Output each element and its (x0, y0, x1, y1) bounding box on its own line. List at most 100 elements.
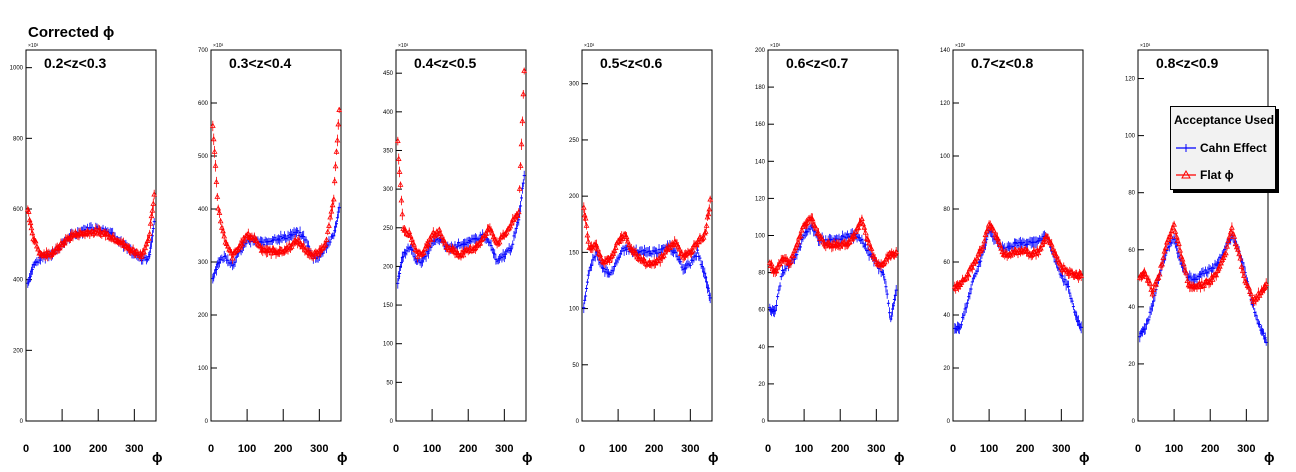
y-tick-label: 300 (569, 82, 580, 88)
data-point-marker (425, 242, 432, 248)
y-tick-label: 20 (758, 382, 765, 388)
data-point-marker (150, 200, 157, 206)
data-point-marker (397, 181, 404, 187)
data-point-marker (1162, 244, 1169, 250)
data-point-marker (324, 228, 331, 234)
x-tick-label: 300 (125, 443, 143, 455)
data-point-marker (1226, 233, 1233, 239)
data-point-marker (239, 241, 246, 247)
data-point-marker (146, 230, 153, 236)
y-tick-label: 20 (1128, 362, 1135, 368)
data-point-marker (1176, 240, 1182, 246)
data-point-marker (813, 225, 820, 231)
y-tick-label: 250 (569, 138, 580, 144)
y-tick-label: 250 (383, 226, 394, 232)
x-tick-label: 0 (23, 443, 29, 455)
y-tick-label: 160 (755, 122, 766, 128)
panel-title: 0.6<z<0.7 (786, 55, 848, 71)
y-tick-label: 200 (755, 48, 766, 54)
x-axis-label: ϕ (337, 449, 348, 465)
data-point-marker (787, 258, 794, 264)
data-point-marker (220, 228, 226, 234)
data-point-marker (407, 232, 414, 238)
data-point-marker (866, 240, 872, 246)
data-point-marker (1147, 280, 1153, 286)
y-tick-label: 200 (383, 264, 394, 270)
data-point-marker (28, 224, 35, 231)
data-point-marker (519, 117, 526, 124)
data-point-marker (1057, 260, 1064, 266)
x-axis-label: ϕ (894, 449, 905, 465)
data-point-marker (815, 230, 822, 236)
data-point-marker (809, 216, 816, 222)
data-point-marker (151, 191, 158, 197)
data-point-marker (861, 224, 868, 230)
data-point-marker (1183, 269, 1190, 275)
data-point-marker (253, 237, 260, 243)
data-point-marker (1150, 286, 1157, 292)
data-point-marker (27, 219, 34, 226)
data-point-marker (442, 240, 449, 246)
y-tick-label: 450 (383, 71, 394, 77)
y-tick-label: 50 (386, 380, 393, 386)
data-point-marker (332, 163, 339, 169)
data-point-marker (224, 243, 231, 249)
y-tick-label: 100 (569, 307, 580, 313)
data-point-marker (1048, 241, 1055, 247)
data-point-marker (582, 215, 589, 221)
y-tick-label: 400 (383, 110, 394, 116)
x-axis-label: ϕ (522, 449, 533, 465)
data-point-marker (334, 137, 341, 143)
data-point-marker (399, 211, 406, 217)
data-point-marker (985, 225, 991, 232)
data-point-marker (213, 178, 220, 185)
y-tick-label: 100 (1125, 134, 1136, 140)
y-multiplier-label: ×10³ (398, 43, 408, 49)
x-tick-label: 0 (208, 443, 214, 455)
y-multiplier-label: ×10³ (28, 43, 38, 49)
y-tick-label: 60 (943, 260, 950, 266)
data-point-marker (1078, 272, 1085, 278)
y-tick-label: 500 (198, 154, 209, 160)
data-point-marker (516, 185, 523, 191)
data-point-marker (597, 251, 603, 258)
plot-frame (210, 49, 342, 422)
x-tick-label: 200 (89, 443, 107, 455)
data-point-marker (1156, 271, 1163, 277)
data-point-marker (1245, 284, 1252, 290)
data-point-marker (257, 243, 264, 249)
x-tick-label: 200 (831, 443, 849, 455)
y-multiplier-label: ×10³ (770, 43, 780, 49)
x-tick-label: 0 (950, 443, 956, 455)
blue-line-marker-icon (1176, 144, 1196, 152)
y-tick-label: 150 (383, 303, 394, 309)
data-point-marker (1229, 224, 1235, 230)
data-point-marker (395, 155, 402, 161)
red-triangle-marker-icon (1176, 170, 1196, 179)
y-tick-label: 400 (13, 278, 24, 284)
x-tick-label: 300 (1052, 443, 1070, 455)
data-point-marker (322, 241, 329, 247)
data-point-marker (1179, 256, 1186, 262)
data-point-marker (209, 122, 216, 128)
x-tick-label: 200 (645, 443, 663, 455)
plot-frame (581, 49, 713, 422)
x-tick-label: 200 (1201, 443, 1219, 455)
x-tick-label: 200 (274, 443, 292, 455)
data-point-marker (707, 196, 714, 202)
data-point-marker (25, 208, 32, 214)
panel-title: 0.7<z<0.8 (971, 55, 1033, 71)
data-point-marker (216, 209, 223, 216)
y-tick-label: 200 (569, 194, 580, 200)
y-tick-label: 400 (198, 207, 209, 213)
data-point-marker (633, 249, 640, 256)
data-point-marker (695, 239, 702, 245)
data-point-marker (706, 206, 713, 212)
y-tick-label: 140 (755, 159, 766, 165)
data-point-marker (1235, 246, 1241, 252)
y-tick-label: 60 (1128, 248, 1135, 254)
x-tick-label: 200 (459, 443, 477, 455)
data-point-marker (221, 233, 228, 239)
y-tick-label: 0 (20, 419, 24, 425)
